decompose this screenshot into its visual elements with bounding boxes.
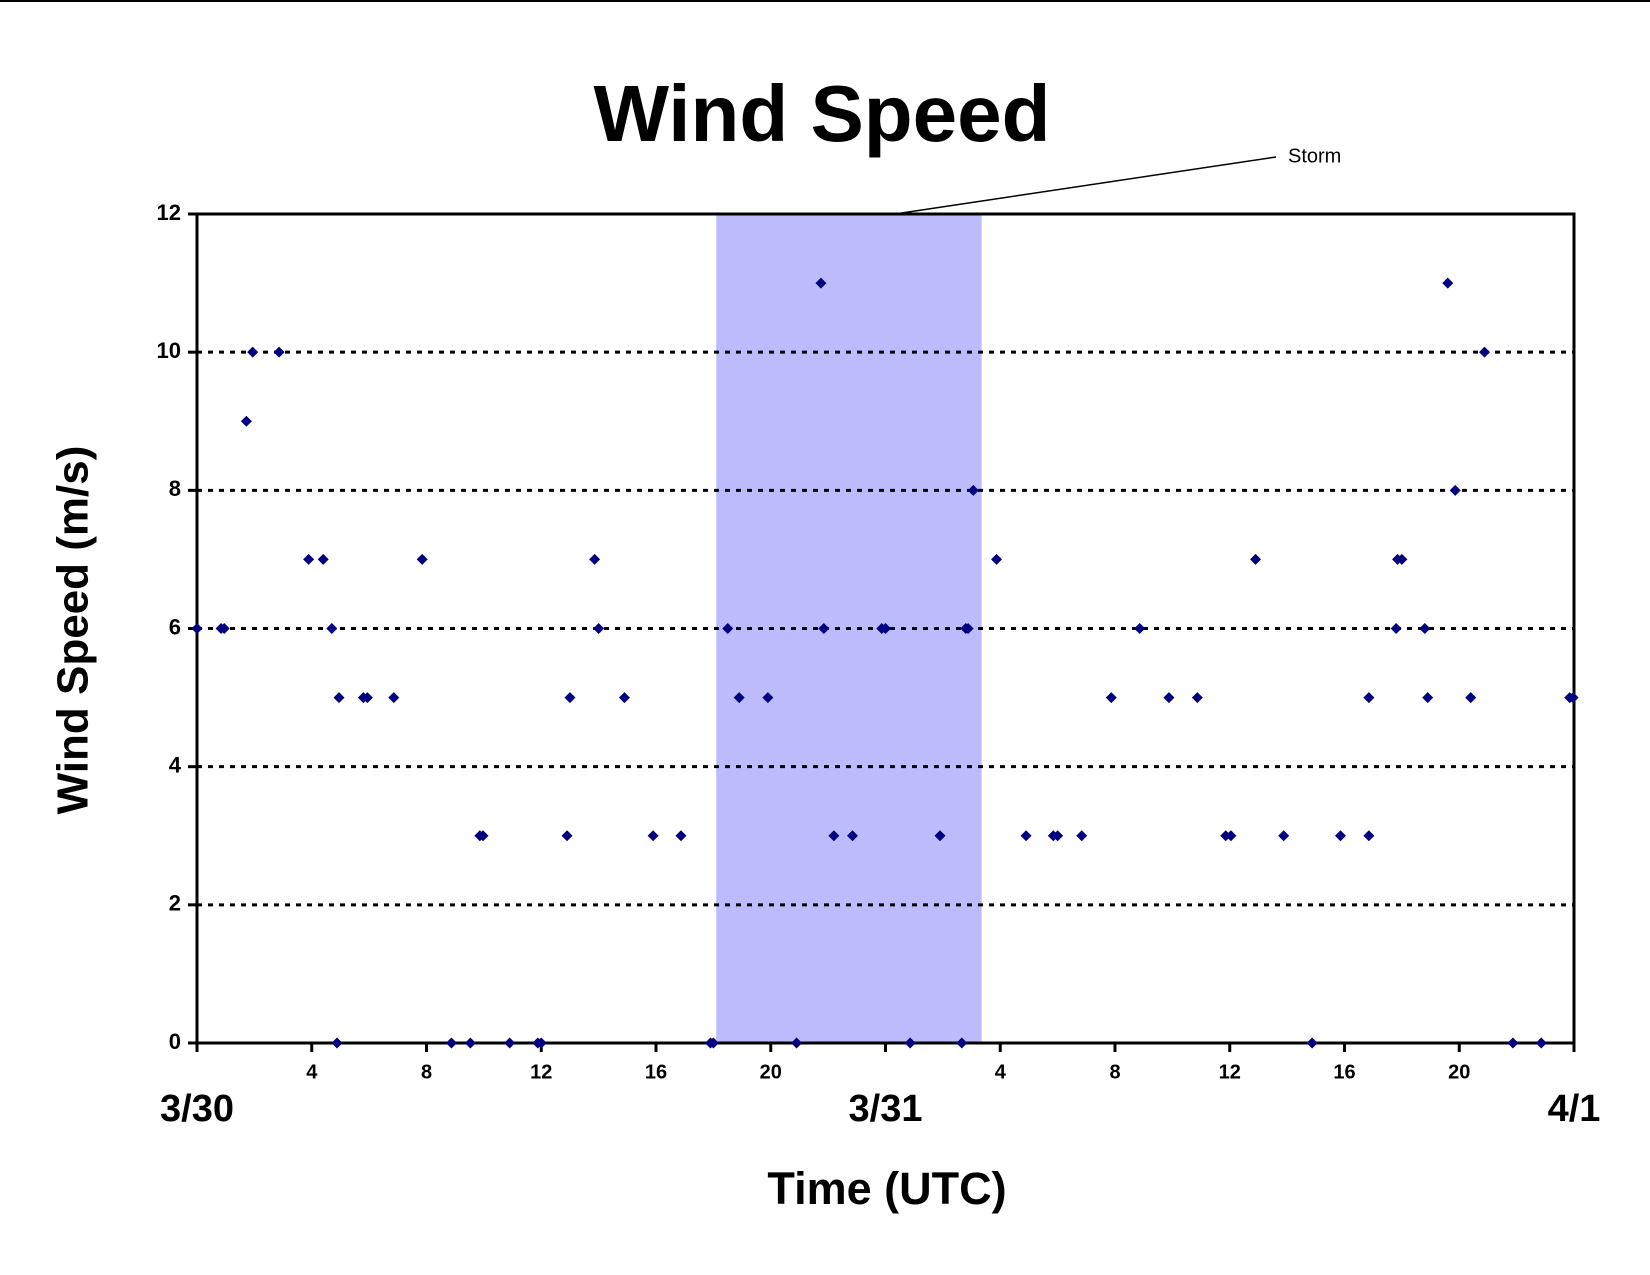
y-tick-label: 0 bbox=[169, 1029, 181, 1054]
point bbox=[1163, 692, 1175, 704]
day-label: 3/31 bbox=[849, 1088, 923, 1130]
point bbox=[815, 277, 827, 289]
point bbox=[388, 692, 400, 704]
point bbox=[333, 692, 345, 704]
point bbox=[247, 346, 259, 358]
point bbox=[1419, 623, 1431, 634]
point bbox=[1105, 692, 1117, 704]
point bbox=[593, 623, 605, 634]
point bbox=[1191, 692, 1203, 704]
point bbox=[1507, 1037, 1519, 1049]
x-tick-label: 4 bbox=[306, 1061, 318, 1083]
point bbox=[561, 830, 573, 842]
point bbox=[967, 484, 979, 496]
point bbox=[962, 623, 974, 634]
y-axis-label: Wind Speed (m/s) bbox=[49, 446, 98, 815]
x-tick-label: 8 bbox=[1109, 1061, 1120, 1083]
annotation-leader bbox=[894, 156, 1277, 215]
point bbox=[1396, 553, 1408, 565]
point bbox=[904, 1037, 916, 1049]
point bbox=[326, 623, 338, 634]
point bbox=[1334, 830, 1346, 842]
point bbox=[1442, 277, 1454, 289]
point bbox=[240, 415, 252, 427]
point bbox=[762, 692, 774, 704]
point bbox=[1052, 830, 1064, 842]
day-label: 4/1 bbox=[1548, 1088, 1601, 1130]
point bbox=[956, 1037, 968, 1049]
point bbox=[1465, 692, 1477, 704]
point bbox=[1134, 623, 1146, 634]
point bbox=[1020, 830, 1032, 842]
x-tick-label: 16 bbox=[1333, 1061, 1355, 1083]
x-tick-label: 12 bbox=[530, 1061, 552, 1083]
day-label: 3/30 bbox=[160, 1088, 234, 1130]
point bbox=[1076, 830, 1088, 842]
point bbox=[1363, 692, 1375, 704]
chart-title: Wind Speed bbox=[593, 69, 1050, 158]
point bbox=[818, 623, 830, 634]
y-tick-label: 8 bbox=[169, 476, 181, 501]
point bbox=[1306, 1037, 1318, 1049]
point bbox=[1250, 553, 1262, 565]
point bbox=[464, 1037, 476, 1049]
point bbox=[707, 1037, 719, 1049]
point bbox=[1278, 830, 1290, 842]
point bbox=[273, 346, 285, 358]
point bbox=[1225, 830, 1237, 842]
x-tick-label: 16 bbox=[645, 1061, 667, 1083]
point bbox=[1535, 1037, 1547, 1049]
point bbox=[564, 692, 576, 704]
point bbox=[317, 553, 329, 565]
point bbox=[416, 553, 428, 565]
y-tick-label: 6 bbox=[169, 614, 181, 639]
point bbox=[828, 830, 840, 842]
point bbox=[733, 692, 745, 704]
point bbox=[934, 830, 946, 842]
point bbox=[361, 692, 373, 704]
point bbox=[880, 623, 891, 634]
point bbox=[675, 830, 687, 842]
point bbox=[847, 830, 859, 842]
point bbox=[331, 1037, 343, 1049]
point bbox=[1422, 692, 1434, 704]
point bbox=[504, 1037, 516, 1049]
point bbox=[589, 553, 601, 565]
x-tick-label: 12 bbox=[1219, 1061, 1241, 1083]
point bbox=[647, 830, 659, 842]
point bbox=[722, 623, 734, 634]
point bbox=[1567, 692, 1579, 704]
x-axis-label: Time (UTC) bbox=[767, 1163, 1006, 1214]
point bbox=[618, 692, 630, 704]
point bbox=[218, 623, 230, 634]
point bbox=[445, 1037, 457, 1049]
point bbox=[477, 830, 489, 842]
x-tick-label: 4 bbox=[995, 1061, 1007, 1083]
x-tick-label: 20 bbox=[1448, 1061, 1470, 1083]
point bbox=[1390, 623, 1402, 634]
point bbox=[303, 553, 315, 565]
point bbox=[1449, 484, 1461, 496]
annotation: Storm bbox=[1288, 145, 1341, 167]
point bbox=[535, 1037, 547, 1049]
point bbox=[991, 553, 1003, 565]
x-tick-label: 8 bbox=[421, 1061, 432, 1083]
point bbox=[1478, 346, 1490, 358]
point bbox=[191, 623, 203, 634]
y-tick-label: 4 bbox=[169, 752, 182, 777]
point bbox=[1363, 830, 1375, 842]
x-tick-label: 20 bbox=[760, 1061, 782, 1083]
point bbox=[791, 1037, 803, 1049]
y-tick-label: 10 bbox=[157, 338, 181, 363]
y-tick-label: 2 bbox=[169, 891, 181, 916]
y-tick-label: 12 bbox=[157, 200, 181, 225]
